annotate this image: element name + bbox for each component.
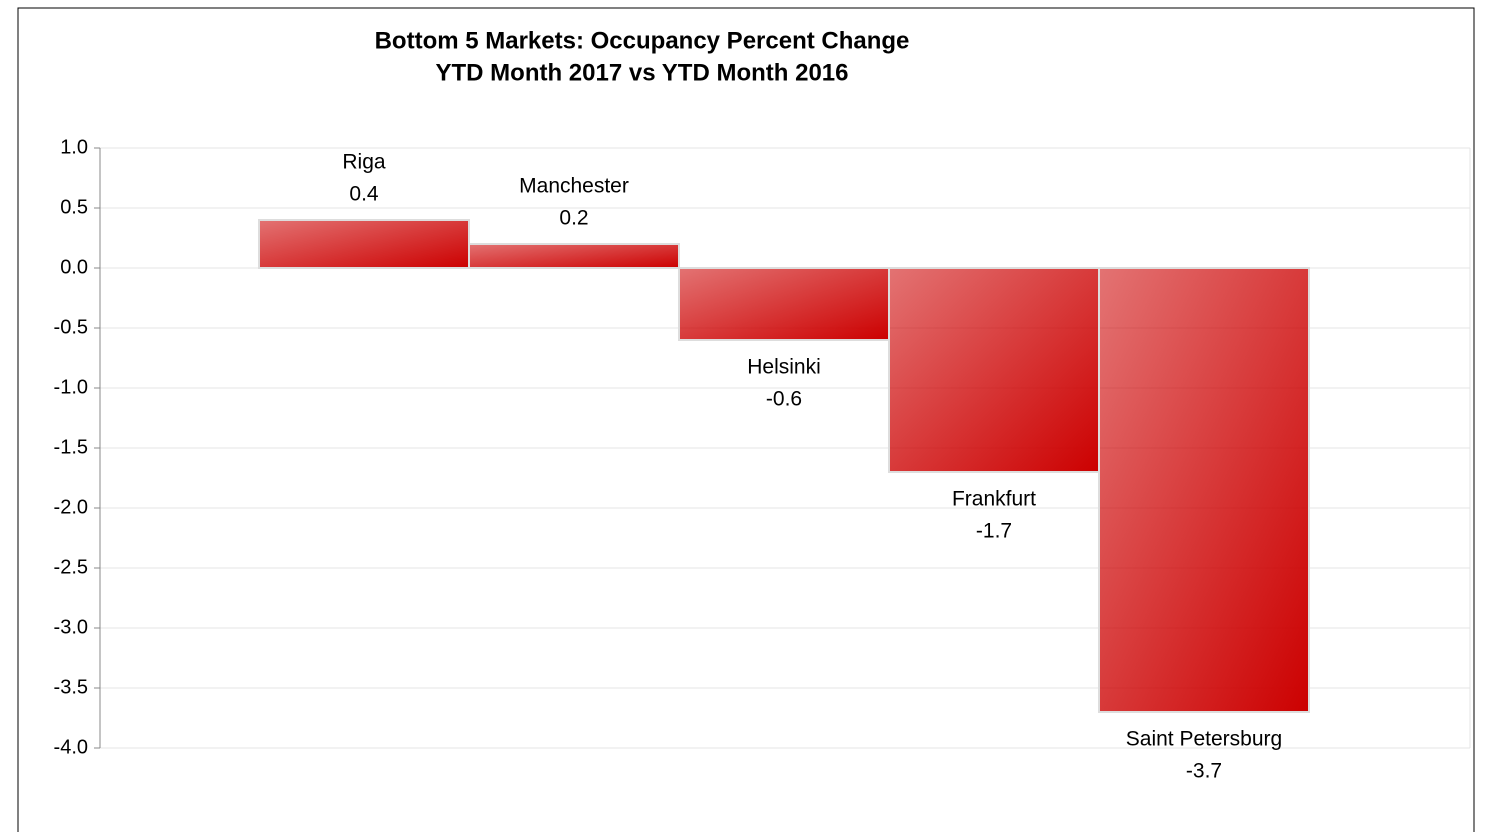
value-label: -3.7 [1186,760,1222,783]
category-label: Frankfurt [952,488,1036,511]
value-label: 0.4 [349,183,379,206]
chart-subtitle: YTD Month 2017 vs YTD Month 2016 [436,59,849,86]
y-tick-label: -2.5 [54,556,88,578]
y-tick-label: 1.0 [60,136,88,158]
bar [468,243,680,269]
chart-title: Bottom 5 Markets: Occupancy Percent Chan… [375,27,910,54]
bar [1098,267,1310,713]
category-label: Manchester [519,175,629,198]
y-tick-label: 0.5 [60,196,88,218]
y-tick-label: 0.0 [60,256,88,278]
chart-border [17,7,1475,832]
category-label: Riga [342,151,386,174]
category-label: Saint Petersburg [1126,728,1282,751]
y-tick-label: -1.0 [54,376,88,398]
y-tick-label: -3.0 [54,616,88,638]
category-label: Helsinki [747,356,821,379]
bar [888,267,1100,473]
y-tick-label: -0.5 [54,316,88,338]
y-tick-label: -4.0 [54,736,88,758]
bar [258,219,470,269]
y-tick-label: -3.5 [54,676,88,698]
value-label: 0.2 [559,207,588,230]
value-label: -1.7 [976,520,1012,543]
bar [678,267,890,341]
y-tick-label: -1.5 [54,436,88,458]
value-label: -0.6 [766,388,802,411]
y-tick-label: -2.0 [54,496,88,518]
